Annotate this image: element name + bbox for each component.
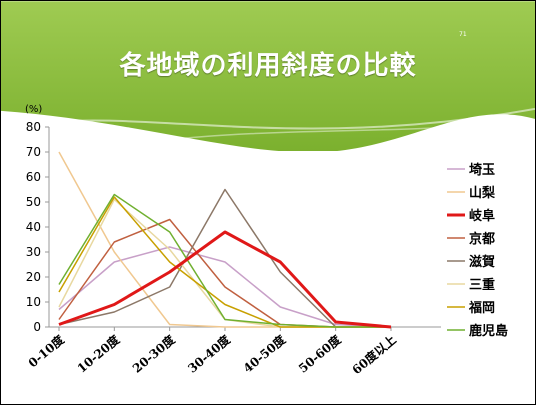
x-tick-label: 50-60度 — [295, 331, 344, 376]
legend-label: 岐阜 — [469, 208, 495, 224]
y-tick-label: 60 — [26, 170, 41, 184]
legend-label: 埼玉 — [469, 162, 495, 178]
y-tick-label: 10 — [26, 295, 41, 309]
x-tick-label: 10-20度 — [74, 331, 123, 376]
x-tick-label: 40-50度 — [240, 331, 289, 376]
legend-label: 山梨 — [469, 185, 496, 201]
title-banner — [1, 1, 535, 151]
y-tick-label: 40 — [26, 220, 41, 234]
y-tick-label: 80 — [26, 120, 41, 134]
slide-number: 71 — [459, 31, 467, 38]
legend-label: 三重 — [469, 277, 495, 293]
y-tick-label: 20 — [26, 270, 41, 284]
x-tick-label: 60度以上 — [349, 332, 399, 377]
series-line-2 — [58, 151, 391, 328]
legend-label: 福岡 — [468, 300, 495, 316]
y-tick-label: 50 — [26, 195, 41, 209]
series-line-8 — [58, 193, 391, 328]
series-line-1 — [58, 246, 392, 328]
slide-title: 各地域の利用斜度の比較 — [119, 51, 417, 81]
legend-label: 京都 — [469, 231, 495, 247]
legend-label: 鹿児島 — [469, 323, 508, 339]
legend-label: 滋賀 — [469, 254, 495, 270]
y-tick-label: 30 — [26, 245, 41, 259]
x-tick-label: 30-40度 — [185, 331, 234, 376]
x-tick-label: 20-30度 — [129, 331, 178, 376]
y-tick-label: 0 — [33, 320, 41, 334]
series-line-4 — [58, 218, 391, 328]
x-tick-label: 0-10度 — [25, 331, 68, 370]
series-line-3 — [58, 230, 392, 329]
y-tick-label: 70 — [26, 145, 41, 159]
y-axis-unit-label: (%) — [25, 104, 42, 115]
